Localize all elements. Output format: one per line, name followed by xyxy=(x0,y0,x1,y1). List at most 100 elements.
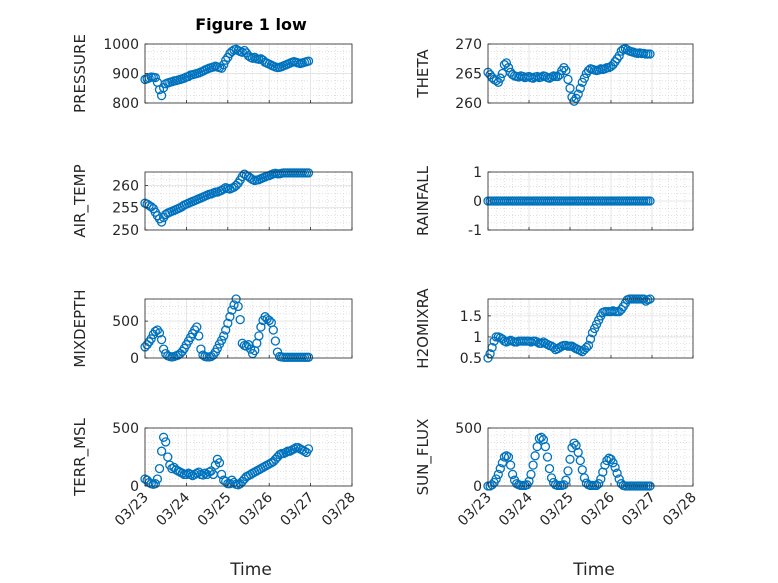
data-point xyxy=(528,460,538,470)
data-point xyxy=(596,474,606,484)
subplot-3: 250 255 260 AIR_TEMP xyxy=(71,164,353,239)
data-point xyxy=(622,45,633,55)
data-point xyxy=(501,58,512,68)
data-point xyxy=(559,480,569,490)
y-tick-label: 0 xyxy=(473,479,482,495)
data-point xyxy=(561,65,571,76)
series-points xyxy=(140,432,314,490)
data-point xyxy=(546,473,557,483)
data-point xyxy=(505,460,516,470)
data-point xyxy=(495,463,505,474)
data-point xyxy=(216,469,227,480)
data-point xyxy=(221,325,231,335)
data-point xyxy=(150,72,160,83)
y-tick-label: 500 xyxy=(112,421,139,437)
y-tick-label: 260 xyxy=(112,178,139,194)
axes-box xyxy=(144,298,353,359)
data-point xyxy=(507,469,518,480)
data-point xyxy=(594,479,604,489)
data-point xyxy=(569,438,579,448)
axes-box xyxy=(487,298,694,359)
data-point xyxy=(561,475,571,485)
x-axis-label-right: Time xyxy=(572,560,615,580)
data-point xyxy=(600,64,610,74)
data-point xyxy=(223,318,233,328)
data-point xyxy=(158,344,169,354)
y-tick-label: 260 xyxy=(455,96,482,112)
data-point xyxy=(245,344,256,354)
subplot-2: 260 265 270 THETA xyxy=(414,37,694,112)
data-point xyxy=(212,343,223,354)
data-point xyxy=(216,335,227,345)
y-tick-label: 800 xyxy=(112,96,139,112)
data-point xyxy=(563,74,573,85)
data-point xyxy=(614,474,624,484)
data-point xyxy=(557,65,567,76)
data-point xyxy=(616,304,626,315)
data-point xyxy=(536,432,546,442)
data-point xyxy=(579,473,590,483)
data-point xyxy=(530,451,540,461)
data-point xyxy=(281,447,291,458)
subplot-4: -1 0 1 RAINFALL xyxy=(414,165,694,239)
y-axis-label: AIR_TEMP xyxy=(71,164,90,237)
subplot-5: 0 500 MIXDEPTH xyxy=(71,289,353,368)
data-point xyxy=(158,432,169,442)
data-point xyxy=(152,325,163,335)
data-point xyxy=(150,479,160,489)
data-point xyxy=(264,315,274,326)
data-point xyxy=(235,314,245,325)
data-point xyxy=(581,342,592,353)
data-point xyxy=(225,312,235,322)
data-point xyxy=(250,52,260,62)
y-tick-label: 0 xyxy=(130,479,139,495)
data-point xyxy=(495,73,505,83)
y-axis-label: RAINFALL xyxy=(414,165,432,236)
data-point xyxy=(497,458,508,468)
data-point xyxy=(589,323,600,334)
y-axis-label: MIXDEPTH xyxy=(71,289,89,367)
data-point xyxy=(256,322,266,332)
data-point xyxy=(493,469,503,480)
data-point xyxy=(150,326,160,337)
data-point xyxy=(565,83,575,93)
data-point xyxy=(536,338,546,348)
data-point xyxy=(575,455,585,466)
y-tick-label: 0 xyxy=(130,351,139,367)
data-point xyxy=(544,463,555,474)
data-point xyxy=(540,441,551,452)
data-point xyxy=(156,334,167,345)
axes-box xyxy=(144,427,353,487)
data-point xyxy=(614,51,624,61)
y-tick-label: 270 xyxy=(455,37,482,53)
y-tick-label: 0 xyxy=(473,194,482,210)
data-point xyxy=(565,454,575,464)
data-point xyxy=(156,446,167,456)
data-point xyxy=(219,331,229,341)
data-point xyxy=(542,452,553,462)
y-tick-label: 500 xyxy=(455,421,482,437)
axes-box xyxy=(144,171,353,231)
y-axis-label: THETA xyxy=(414,49,432,99)
data-point xyxy=(594,65,604,75)
data-point xyxy=(303,352,314,362)
data-point xyxy=(534,433,544,444)
data-point xyxy=(303,56,314,66)
y-tick-label: 1 xyxy=(473,165,482,181)
data-point xyxy=(154,463,165,474)
x-axis-label-left: Time xyxy=(229,560,272,580)
subplot-1: 800 900 1000 PRESSURE xyxy=(71,34,353,113)
data-point xyxy=(183,71,194,82)
series-points xyxy=(483,196,655,206)
data-point xyxy=(559,62,569,73)
data-point xyxy=(268,325,278,335)
data-point xyxy=(503,62,514,73)
data-point xyxy=(501,451,512,461)
data-point xyxy=(233,301,243,312)
data-point xyxy=(274,450,285,460)
y-axis-label: SUN_FLUX xyxy=(414,419,433,496)
data-point xyxy=(645,196,655,206)
data-point xyxy=(573,89,583,99)
series-points xyxy=(483,44,655,106)
